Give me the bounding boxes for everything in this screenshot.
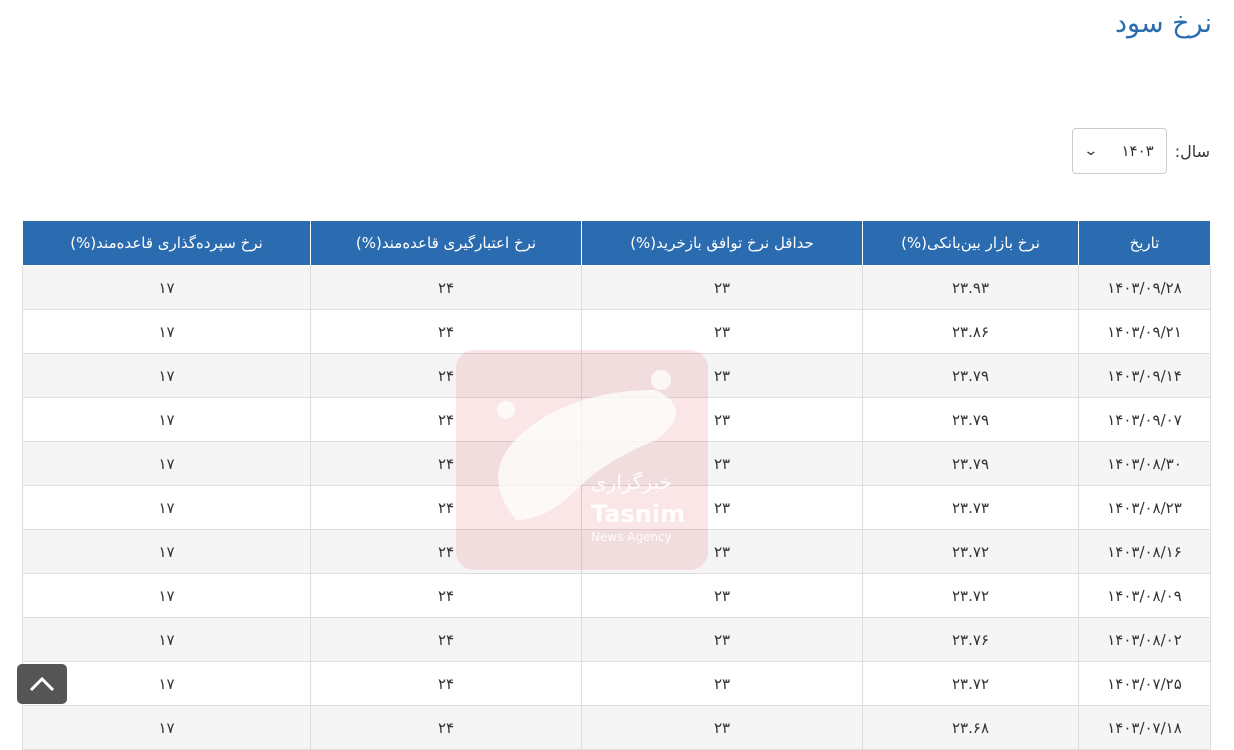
cell-date: ۱۴۰۳/۰۸/۰۹ — [1078, 573, 1211, 618]
cell-date: ۱۴۰۳/۰۸/۱۶ — [1078, 529, 1211, 574]
cell-lending-rate: ۲۴ — [310, 705, 582, 750]
table-row: ۱۴۰۳/۰۹/۲۸ ۲۳.۹۳ ۲۳ ۲۴ ۱۷ — [22, 265, 1211, 310]
header-interbank-rate: نرخ بازار بین‌بانکی(%) — [862, 220, 1079, 266]
table-row: ۱۴۰۳/۰۸/۰۲ ۲۳.۷۶ ۲۳ ۲۴ ۱۷ — [22, 617, 1211, 662]
year-filter: سال: ۱۴۰۳ ⌄ — [1071, 128, 1210, 174]
cell-lending-rate: ۲۴ — [310, 617, 582, 662]
header-deposit-rate: نرخ سپرده‌گذاری قاعده‌مند(%) — [22, 220, 311, 266]
cell-repo-rate: ۲۳ — [581, 441, 863, 486]
cell-date: ۱۴۰۳/۰۹/۰۷ — [1078, 397, 1211, 442]
cell-repo-rate: ۲۳ — [581, 265, 863, 310]
cell-lending-rate: ۲۴ — [310, 265, 582, 310]
cell-repo-rate: ۲۳ — [581, 573, 863, 618]
scroll-top-button[interactable] — [17, 664, 67, 704]
cell-date: ۱۴۰۳/۰۷/۲۵ — [1078, 661, 1211, 706]
cell-lending-rate: ۲۴ — [310, 397, 582, 442]
cell-deposit-rate: ۱۷ — [22, 441, 311, 486]
cell-lending-rate: ۲۴ — [310, 529, 582, 574]
cell-interbank-rate: ۲۳.۷۶ — [862, 617, 1079, 662]
cell-interbank-rate: ۲۳.۷۹ — [862, 441, 1079, 486]
cell-date: ۱۴۰۳/۰۷/۱۸ — [1078, 705, 1211, 750]
chevron-up-icon — [29, 676, 55, 692]
cell-date: ۱۴۰۳/۰۹/۲۱ — [1078, 309, 1211, 354]
cell-lending-rate: ۲۴ — [310, 573, 582, 618]
page-title: نرخ سود — [1114, 8, 1212, 39]
cell-interbank-rate: ۲۳.۷۲ — [862, 573, 1079, 618]
cell-interbank-rate: ۲۳.۸۶ — [862, 309, 1079, 354]
cell-lending-rate: ۲۴ — [310, 353, 582, 398]
cell-repo-rate: ۲۳ — [581, 485, 863, 530]
cell-deposit-rate: ۱۷ — [22, 309, 311, 354]
cell-repo-rate: ۲۳ — [581, 617, 863, 662]
cell-lending-rate: ۲۴ — [310, 441, 582, 486]
table-header-row: تاریخ نرخ بازار بین‌بانکی(%) حداقل نرخ ت… — [22, 220, 1211, 266]
cell-repo-rate: ۲۳ — [581, 309, 863, 354]
table-row: ۱۴۰۳/۰۸/۳۰ ۲۳.۷۹ ۲۳ ۲۴ ۱۷ — [22, 441, 1211, 486]
cell-date: ۱۴۰۳/۰۹/۱۴ — [1078, 353, 1211, 398]
cell-deposit-rate: ۱۷ — [22, 397, 311, 442]
table-row: ۱۴۰۳/۰۹/۱۴ ۲۳.۷۹ ۲۳ ۲۴ ۱۷ — [22, 353, 1211, 398]
table-row: ۱۴۰۳/۰۷/۲۵ ۲۳.۷۲ ۲۳ ۲۴ ۱۷ — [22, 661, 1211, 706]
table-row: ۱۴۰۳/۰۹/۲۱ ۲۳.۸۶ ۲۳ ۲۴ ۱۷ — [22, 309, 1211, 354]
cell-deposit-rate: ۱۷ — [22, 573, 311, 618]
cell-deposit-rate: ۱۷ — [22, 353, 311, 398]
cell-interbank-rate: ۲۳.۷۲ — [862, 529, 1079, 574]
header-repo-rate: حداقل نرخ توافق بازخرید(%) — [581, 220, 863, 266]
table-row: ۱۴۰۳/۰۸/۱۶ ۲۳.۷۲ ۲۳ ۲۴ ۱۷ — [22, 529, 1211, 574]
cell-lending-rate: ۲۴ — [310, 485, 582, 530]
cell-repo-rate: ۲۳ — [581, 661, 863, 706]
cell-deposit-rate: ۱۷ — [22, 529, 311, 574]
cell-interbank-rate: ۲۳.۷۳ — [862, 485, 1079, 530]
cell-deposit-rate: ۱۷ — [22, 485, 311, 530]
cell-interbank-rate: ۲۳.۹۳ — [862, 265, 1079, 310]
cell-interbank-rate: ۲۳.۷۲ — [862, 661, 1079, 706]
cell-interbank-rate: ۲۳.۷۹ — [862, 353, 1079, 398]
chevron-down-icon: ⌄ — [1082, 143, 1099, 159]
year-select[interactable]: ۱۴۰۳ ⌄ — [1071, 128, 1167, 174]
cell-date: ۱۴۰۳/۰۸/۳۰ — [1078, 441, 1211, 486]
table-row: ۱۴۰۳/۰۷/۱۸ ۲۳.۶۸ ۲۳ ۲۴ ۱۷ — [22, 705, 1211, 750]
cell-deposit-rate: ۱۷ — [22, 661, 311, 706]
cell-deposit-rate: ۱۷ — [22, 265, 311, 310]
year-value: ۱۴۰۳ — [1121, 142, 1154, 160]
cell-interbank-rate: ۲۳.۶۸ — [862, 705, 1079, 750]
cell-date: ۱۴۰۳/۰۸/۲۳ — [1078, 485, 1211, 530]
header-date: تاریخ — [1078, 220, 1211, 266]
cell-repo-rate: ۲۳ — [581, 529, 863, 574]
cell-deposit-rate: ۱۷ — [22, 617, 311, 662]
cell-date: ۱۴۰۳/۰۸/۰۲ — [1078, 617, 1211, 662]
cell-deposit-rate: ۱۷ — [22, 705, 311, 750]
header-lending-rate: نرخ اعتبارگیری قاعده‌مند(%) — [310, 220, 582, 266]
cell-repo-rate: ۲۳ — [581, 705, 863, 750]
table-row: ۱۴۰۳/۰۸/۰۹ ۲۳.۷۲ ۲۳ ۲۴ ۱۷ — [22, 573, 1211, 618]
cell-date: ۱۴۰۳/۰۹/۲۸ — [1078, 265, 1211, 310]
cell-lending-rate: ۲۴ — [310, 309, 582, 354]
interest-rate-table: تاریخ نرخ بازار بین‌بانکی(%) حداقل نرخ ت… — [22, 220, 1211, 750]
cell-repo-rate: ۲۳ — [581, 353, 863, 398]
cell-interbank-rate: ۲۳.۷۹ — [862, 397, 1079, 442]
table-row: ۱۴۰۳/۰۸/۲۳ ۲۳.۷۳ ۲۳ ۲۴ ۱۷ — [22, 485, 1211, 530]
cell-lending-rate: ۲۴ — [310, 661, 582, 706]
cell-repo-rate: ۲۳ — [581, 397, 863, 442]
table-row: ۱۴۰۳/۰۹/۰۷ ۲۳.۷۹ ۲۳ ۲۴ ۱۷ — [22, 397, 1211, 442]
year-label: سال: — [1174, 141, 1210, 161]
